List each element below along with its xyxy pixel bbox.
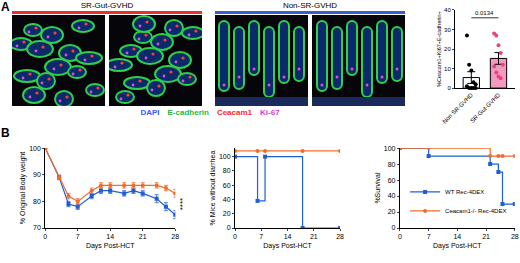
svg-text:14: 14 [453, 233, 461, 240]
svg-text:10: 10 [444, 66, 451, 72]
svg-text:%Ceacam1+Ki67+E-cadherin+: %Ceacam1+Ki67+E-cadherin+ [436, 11, 442, 87]
svg-text:0: 0 [227, 224, 231, 231]
svg-text:80: 80 [33, 198, 41, 205]
html-text:Non-SR-GVHD: Non-SR-GVHD [282, 1, 338, 10]
svg-text:40: 40 [223, 196, 231, 203]
svg-text:28: 28 [336, 233, 344, 240]
svg-text:% Mice without diarrhea: % Mice without diarrhea [209, 151, 216, 226]
svg-text:28: 28 [171, 233, 179, 240]
svg-text:14: 14 [284, 233, 292, 240]
svg-text:7: 7 [76, 233, 80, 240]
svg-text:****: **** [178, 198, 187, 210]
svg-text:SR-Gut-GVHD: SR-Gut-GVHD [469, 91, 502, 124]
svg-text:100: 100 [384, 145, 396, 152]
svg-text:80: 80 [223, 167, 231, 174]
svg-text:0: 0 [398, 233, 402, 240]
html-text:DAPI: DAPI [140, 108, 160, 117]
svg-text:100: 100 [29, 145, 41, 152]
svg-text:20: 20 [444, 46, 451, 52]
html-text:A: A [1, 0, 10, 14]
html-text:SR-Gut-GVHD: SR-Gut-GVHD [80, 1, 134, 10]
svg-text:70: 70 [33, 224, 41, 231]
html-text:Ki-67: Ki-67 [260, 108, 280, 117]
svg-text:21: 21 [310, 233, 318, 240]
svg-text:%Survival: %Survival [374, 172, 381, 204]
svg-text:7: 7 [427, 233, 431, 240]
svg-text:Days Post-HCT: Days Post-HCT [86, 242, 135, 250]
html-text:B: B [1, 126, 10, 140]
svg-text:21: 21 [139, 233, 147, 240]
svg-text:60: 60 [388, 176, 396, 183]
svg-text:40: 40 [444, 7, 451, 13]
svg-text:Non SR-GVHD: Non SR-GVHD [441, 91, 474, 124]
svg-text:60: 60 [223, 182, 231, 189]
svg-text:20: 20 [388, 208, 396, 215]
svg-text:28: 28 [511, 233, 519, 240]
svg-text:Days Post-HCT: Days Post-HCT [263, 242, 312, 250]
svg-text:40: 40 [388, 192, 396, 199]
svg-text:Days Post-HCT: Days Post-HCT [433, 242, 482, 250]
svg-text:0: 0 [392, 224, 396, 231]
html-text:E-cadherin: E-cadherin [167, 108, 209, 117]
svg-text:0: 0 [43, 233, 47, 240]
svg-text:30: 30 [444, 27, 451, 33]
svg-text:14: 14 [106, 233, 114, 240]
svg-text:20: 20 [223, 210, 231, 217]
svg-text:Ceacam1-/- Rec-4DEX: Ceacam1-/- Rec-4DEX [445, 208, 506, 214]
html-text:Ceacam1: Ceacam1 [216, 108, 252, 117]
svg-text:7: 7 [259, 233, 263, 240]
svg-text:0: 0 [233, 233, 237, 240]
svg-text:% Original Body weight: % Original Body weight [19, 152, 27, 224]
svg-text:100: 100 [219, 153, 231, 160]
svg-text:WT Rec-4DEX: WT Rec-4DEX [445, 189, 484, 195]
svg-text:21: 21 [482, 233, 490, 240]
svg-text:0.0134: 0.0134 [475, 10, 494, 16]
svg-text:90: 90 [33, 171, 41, 178]
svg-text:80: 80 [388, 161, 396, 168]
svg-text:0: 0 [447, 85, 451, 91]
